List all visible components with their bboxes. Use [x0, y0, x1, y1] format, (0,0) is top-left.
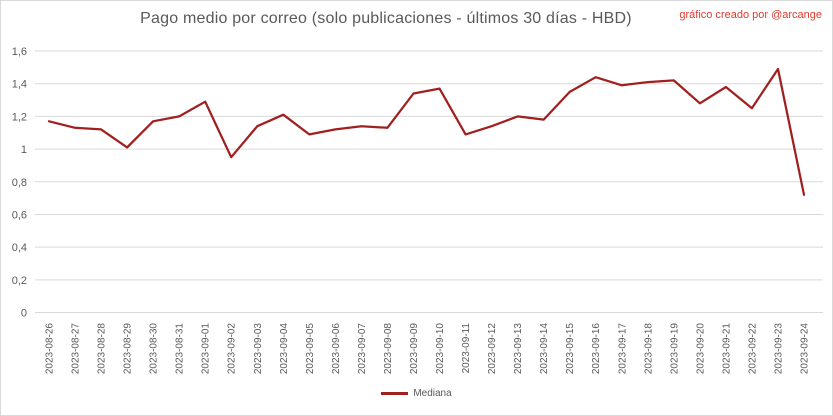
x-tick-label: 2023-09-08 [383, 323, 394, 375]
x-tick-label: 2023-09-14 [539, 323, 550, 375]
y-tick-label: 1,6 [12, 46, 27, 58]
x-tick-label: 2023-09-21 [721, 323, 732, 375]
x-tick-label: 2023-08-31 [175, 323, 186, 375]
x-tick-label: 2023-09-19 [669, 323, 680, 375]
x-tick-label: 2023-09-18 [643, 323, 654, 375]
x-tick-label: 2023-09-09 [409, 323, 420, 375]
credit-text: gráfico creado por @arcange [679, 9, 822, 21]
x-tick-label: 2023-09-10 [435, 323, 446, 375]
x-tick-label: 2023-09-04 [279, 323, 290, 375]
data-line-mediana [47, 67, 806, 196]
x-tick-label: 2023-08-28 [97, 323, 108, 375]
y-tick-label: 1 [21, 144, 27, 156]
legend: Mediana [1, 388, 832, 399]
x-tick-label: 2023-08-30 [149, 323, 160, 375]
x-tick-label: 2023-09-07 [357, 323, 368, 375]
x-tick-label: 2023-09-16 [591, 323, 602, 375]
x-tick-label: 2023-09-23 [773, 323, 784, 375]
x-tick-label: 2023-09-22 [747, 323, 758, 375]
x-tick-label: 2023-09-13 [513, 323, 524, 375]
y-tick-label: 0,2 [12, 275, 27, 287]
x-tick-label: 2023-09-02 [227, 323, 238, 375]
y-tick-label: 0 [21, 308, 27, 320]
y-tick-label: 0,4 [12, 242, 27, 254]
y-tick-label: 1,2 [12, 111, 27, 123]
x-tick-label: 2023-09-17 [617, 323, 628, 375]
x-tick-label: 2023-08-27 [71, 323, 82, 375]
y-tick-label: 1,4 [12, 79, 27, 91]
legend-label: Mediana [413, 388, 452, 399]
x-tick-label: 2023-09-24 [800, 323, 811, 375]
x-tick-label: 2023-09-06 [331, 323, 342, 375]
x-tick-label: 2023-09-03 [253, 323, 264, 375]
x-tick-label: 2023-09-01 [201, 323, 212, 375]
x-tick-label: 2023-09-12 [487, 323, 498, 375]
x-tick-label: 2023-09-15 [565, 323, 576, 375]
x-tick-label: 2023-08-29 [123, 323, 134, 375]
x-tick-label: 2023-08-26 [45, 323, 56, 375]
y-tick-label: 0,8 [12, 177, 27, 189]
x-tick-label: 2023-09-20 [695, 323, 706, 375]
y-tick-label: 0,6 [12, 209, 27, 221]
chart-title: Pago medio por correo (solo publicacione… [140, 10, 632, 27]
x-tick-label: 2023-09-05 [305, 323, 316, 375]
x-tick-label: 2023-09-11 [461, 323, 472, 374]
legend-line-swatch [381, 392, 409, 395]
